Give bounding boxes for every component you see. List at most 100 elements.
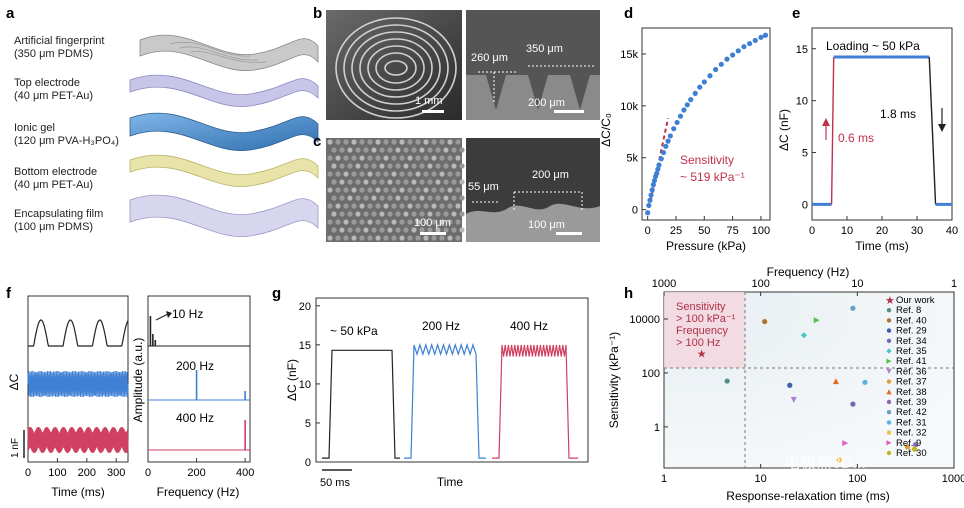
data-point <box>730 52 736 58</box>
texture-dot <box>403 163 409 169</box>
texture-dot <box>411 163 417 169</box>
loading-annotation: Loading ~ 50 kPa <box>826 39 920 53</box>
data-point <box>813 317 820 324</box>
texture-dot <box>395 163 401 169</box>
x-tick-label: 10 <box>841 225 853 237</box>
texture-dot <box>411 195 417 201</box>
series-400-Hz <box>27 426 129 454</box>
x-tick-label: 25 <box>670 225 682 237</box>
texture-dot <box>331 179 337 185</box>
surface-texture <box>327 139 465 241</box>
data-point <box>656 162 662 168</box>
texture-dot <box>383 139 389 145</box>
layer-name: Artificial fingerprint <box>14 35 104 47</box>
texture-dot <box>415 139 421 145</box>
texture-dot <box>359 235 365 241</box>
data-point <box>667 133 673 139</box>
texture-dot <box>363 195 369 201</box>
texture-dot <box>419 147 425 153</box>
panel-label: g <box>272 285 281 302</box>
region-annotation: > 100 Hz <box>676 337 720 349</box>
data-point <box>862 379 868 385</box>
texture-dot <box>367 171 373 177</box>
y-axis-label: ΔC (nF) <box>777 109 791 151</box>
panel-a: a Artificial fingerprint (350 μm PDMS) T… <box>6 5 319 238</box>
layer-name: Ionic gel <box>14 122 55 134</box>
texture-dot <box>355 195 361 201</box>
layer-name: Encapsulating film <box>14 208 103 220</box>
texture-dot <box>427 211 433 217</box>
texture-dot <box>351 155 357 161</box>
texture-dot <box>367 235 373 241</box>
texture-dot <box>407 139 413 145</box>
texture-dot <box>383 203 389 209</box>
texture-dot <box>391 219 397 225</box>
texture-dot <box>387 211 393 217</box>
texture-dot <box>347 227 353 233</box>
rise-time-annotation: 0.6 ms <box>838 131 874 145</box>
x-axis-label: Frequency (Hz) <box>157 485 240 499</box>
data-marks <box>812 55 952 206</box>
panel-c: c 100 μm 55 μm 200 μm 100 μm <box>313 133 600 242</box>
bottom-electrode-layer <box>129 154 319 188</box>
texture-dot <box>339 147 345 153</box>
texture-dot <box>343 235 349 241</box>
legend-label: Ref. 9 <box>896 438 921 449</box>
texture-dot <box>363 163 369 169</box>
peak-label: 10 Hz <box>172 307 203 321</box>
panel-g: g 0 5 10 15 20 ΔC (nF) ~ 50 kPa 200 Hz 400 H… <box>272 285 589 489</box>
texture-dot <box>375 171 381 177</box>
data-point <box>912 442 919 448</box>
panel-label: d <box>624 5 633 22</box>
texture-dot <box>335 155 341 161</box>
legend-marker <box>886 389 892 395</box>
legend-label: Ref. 40 <box>896 315 927 326</box>
texture-dot <box>427 179 433 185</box>
texture-dot <box>351 187 357 193</box>
texture-dot <box>395 195 401 201</box>
series-200-Hz <box>27 370 129 398</box>
texture-dot <box>423 203 429 209</box>
scale-label: 50 ms <box>320 477 350 489</box>
scale-bar <box>422 110 444 113</box>
texture-dot <box>399 235 405 241</box>
dimension-label: 55 μm <box>468 181 499 193</box>
texture-dot <box>439 187 445 193</box>
x-tick-label: 75 <box>726 225 738 237</box>
dimension-label: 200 μm <box>532 169 569 181</box>
sensitivity-annotation: ~ 519 kPa⁻¹ <box>680 170 745 184</box>
texture-dot <box>327 235 333 241</box>
scale-label: 100 μm <box>414 217 451 229</box>
texture-dot <box>379 195 385 201</box>
texture-dot <box>451 211 457 217</box>
y-tick-label: 10k <box>620 101 638 113</box>
texture-dot <box>443 195 449 201</box>
texture-dot <box>347 211 353 217</box>
y-tick-label: 15 <box>299 340 311 352</box>
texture-dot <box>451 195 457 201</box>
texture-dot <box>395 147 401 153</box>
data-point <box>735 48 741 54</box>
plot-frame <box>641 27 771 221</box>
legend-marker: ★ <box>885 295 895 307</box>
texture-dot <box>367 187 373 193</box>
texture-dot <box>383 171 389 177</box>
dimension-lines <box>472 191 583 210</box>
legend-label: Ref. 37 <box>896 377 927 388</box>
texture-dot <box>383 219 389 225</box>
x-tick-label: 1 <box>661 473 667 485</box>
texture-dot <box>419 195 425 201</box>
texture-dot <box>419 163 425 169</box>
texture-dot <box>399 139 405 145</box>
texture-dot <box>387 147 393 153</box>
legend-label: Ref. 31 <box>896 417 927 428</box>
y-axis-label: ΔC/C₀ <box>599 113 613 147</box>
texture-dot <box>367 203 373 209</box>
legend-label: Ref. 38 <box>896 387 927 398</box>
axis-ticks: 0 10 20 30 40 0 5 10 15 <box>796 44 958 237</box>
texture-dot <box>379 179 385 185</box>
texture-dot <box>375 187 381 193</box>
legend-label: Ref. 41 <box>896 356 927 367</box>
legend-marker <box>886 348 892 354</box>
texture-dot <box>431 235 437 241</box>
